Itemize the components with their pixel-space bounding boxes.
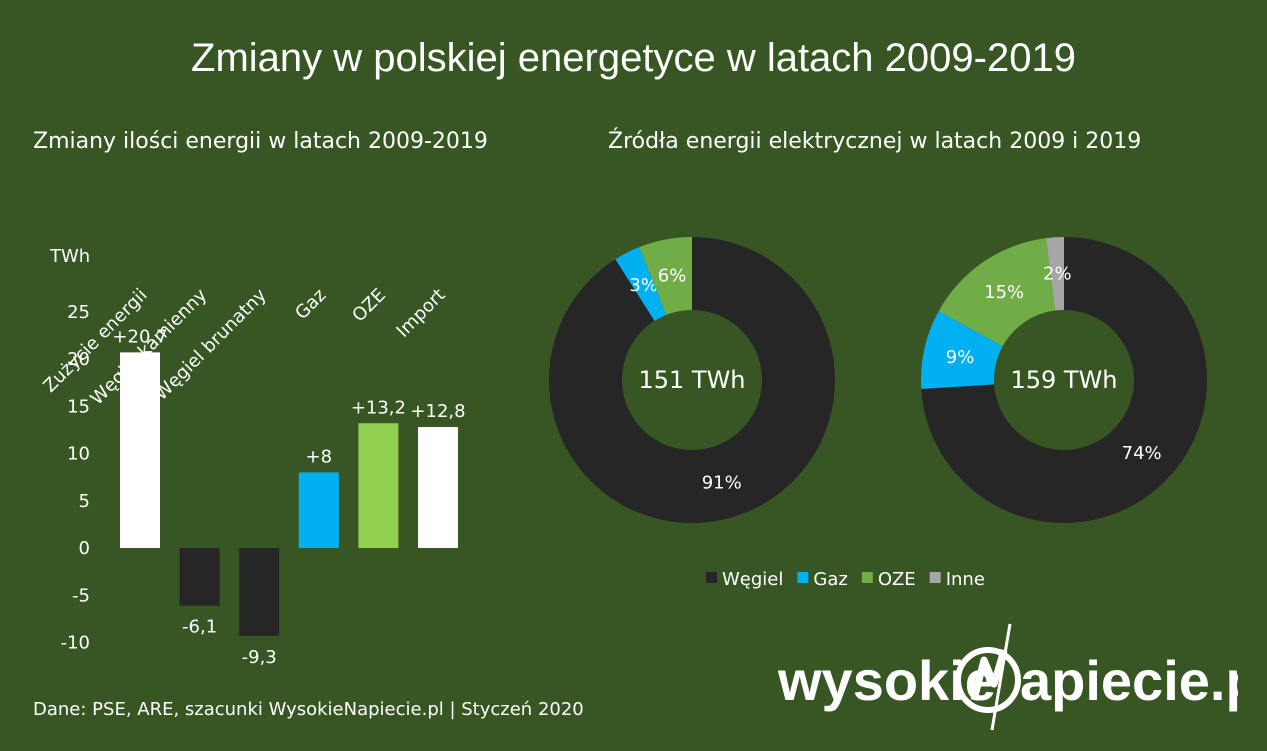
category-label: OZE xyxy=(348,285,390,327)
category-label: Gaz xyxy=(291,285,330,324)
y-axis-unit: TWh xyxy=(49,246,90,267)
bar xyxy=(418,427,458,548)
donut-chart-title: Źródła energii elektrycznej w latach 200… xyxy=(608,129,1142,154)
category-label: Węgiel brunatny xyxy=(151,284,271,404)
y-tick-label: -10 xyxy=(61,633,90,654)
bar-data-label: +12,8 xyxy=(410,401,465,422)
y-tick-label: 15 xyxy=(67,396,90,417)
bar xyxy=(179,548,220,606)
y-tick-label: 10 xyxy=(67,444,90,465)
logo-mark-icon xyxy=(955,623,1021,731)
bar xyxy=(298,472,339,548)
y-tick-label: 20 xyxy=(67,349,90,370)
bar xyxy=(358,423,399,548)
bar-data-label: +20,7 xyxy=(112,326,167,347)
bar-data-label: -9,3 xyxy=(242,647,277,668)
y-tick-label: 5 xyxy=(79,491,90,512)
bar-chart-title: Zmiany ilości energii w latach 2009-2019 xyxy=(33,129,488,154)
bar-data-label: +13,2 xyxy=(351,397,406,418)
category-label: Import xyxy=(392,285,449,342)
y-tick-label: -5 xyxy=(72,585,90,606)
source-note: Dane: PSE, ARE, szacunki WysokieNapiecie… xyxy=(33,699,584,720)
page-title: Zmiany w polskiej energetyce w latach 20… xyxy=(191,36,1076,80)
logo: wysokie apiecie.pl xyxy=(778,623,1238,731)
y-tick-label: 25 xyxy=(67,302,90,323)
bar-data-label: +8 xyxy=(306,446,333,467)
bar xyxy=(239,548,280,636)
bar xyxy=(120,352,160,548)
logo-text-right: apiecie.pl xyxy=(1020,649,1238,712)
y-tick-label: 0 xyxy=(79,538,90,559)
bar-data-label: -6,1 xyxy=(182,617,217,638)
